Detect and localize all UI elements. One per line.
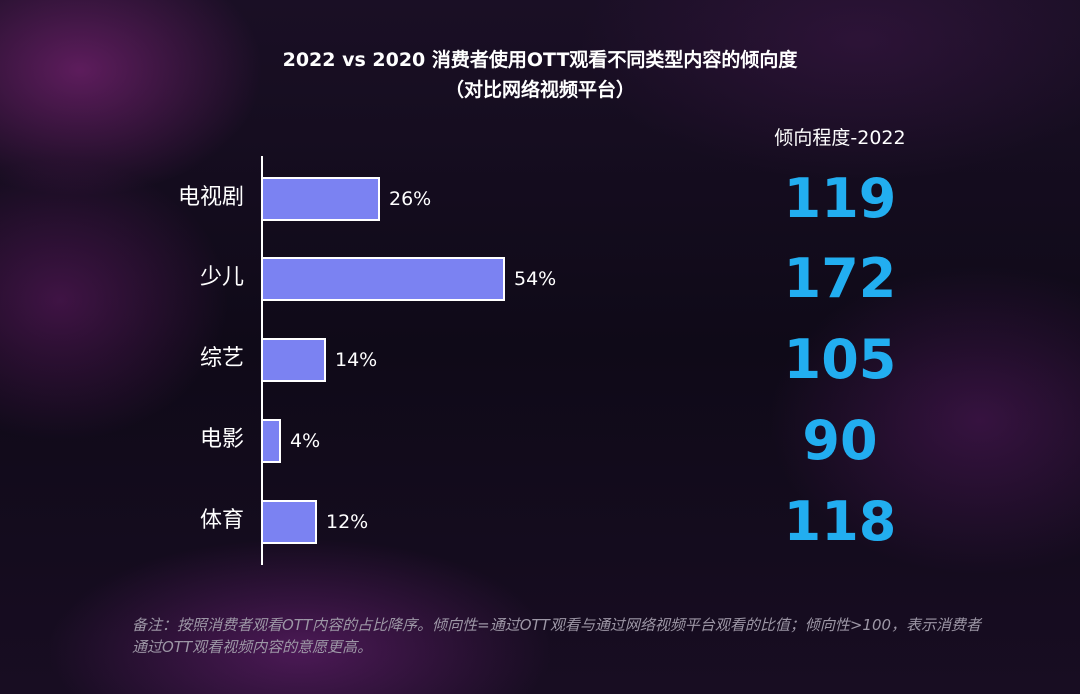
- bar: [263, 257, 505, 301]
- bar: [263, 338, 326, 382]
- footnote: 备注：按照消费者观看OTT内容的占比降序。倾向性=通过OTT观看与通过网络视频平…: [132, 616, 982, 656]
- bar-value-label: 12%: [326, 511, 369, 533]
- index-value: 119: [783, 167, 897, 230]
- category-label: 电视剧: [177, 185, 244, 210]
- bar: [263, 500, 317, 544]
- category-label: 体育: [199, 508, 244, 533]
- bar-value-label: 4%: [290, 430, 321, 452]
- index-header: 倾向程度-2022: [774, 127, 906, 149]
- category-label: 综艺: [199, 346, 244, 371]
- index-value: 105: [783, 328, 897, 391]
- bar: [263, 419, 281, 463]
- index-value: 90: [802, 409, 878, 472]
- bar-value-label: 26%: [389, 188, 432, 210]
- bar-value-label: 54%: [514, 268, 557, 290]
- bar-value-label: 14%: [335, 349, 378, 371]
- chart-subtitle: （对比网络视频平台）: [444, 79, 635, 101]
- category-label: 少儿: [199, 265, 244, 290]
- y-axis-line: [261, 156, 263, 565]
- bar: [263, 177, 380, 221]
- category-label: 电影: [199, 427, 244, 452]
- index-value: 172: [783, 247, 897, 310]
- chart-title: 2022 vs 2020 消费者使用OTT观看不同类型内容的倾向度: [282, 49, 798, 71]
- index-value: 118: [783, 490, 897, 553]
